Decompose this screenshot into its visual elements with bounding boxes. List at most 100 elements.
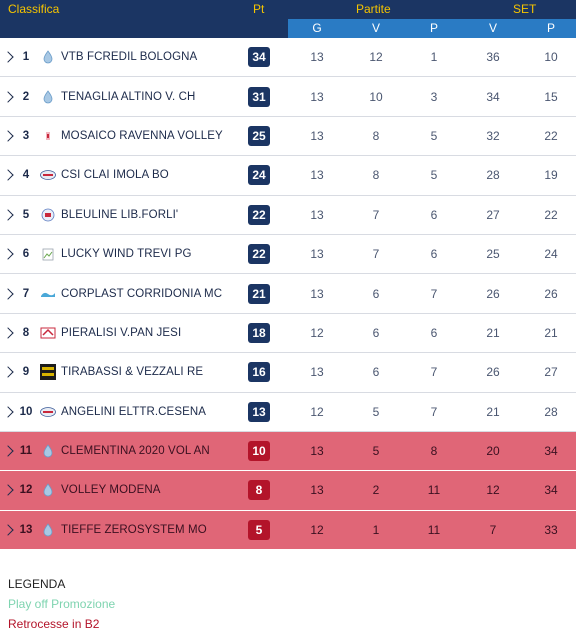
table-row[interactable]: 4 CSI CLAI IMOLA BO 24 13 8 5 28 19 (0, 156, 576, 196)
drop-logo-icon (40, 89, 56, 105)
table-row[interactable]: 1 VTB FCREDIL BOLOGNA 34 13 12 1 36 10 (0, 38, 576, 78)
chevron-right-icon[interactable] (2, 90, 14, 103)
chevron-right-icon[interactable] (2, 524, 14, 536)
sets-lost: 15 (544, 89, 558, 104)
team-name[interactable]: TENAGLIA ALTINO V. CH (61, 90, 196, 103)
table-row[interactable]: 3 MOSAICO RAVENNA VOLLEY 25 13 8 5 32 22 (0, 117, 576, 157)
team-name[interactable]: TIEFFE ZEROSYSTEM MO (61, 523, 207, 536)
games-played: 12 (310, 325, 324, 340)
subheader-p: P (429, 21, 438, 35)
games-lost: 5 (430, 168, 438, 183)
position: 11 (19, 445, 33, 458)
team-name[interactable]: VOLLEY MODENA (61, 484, 161, 497)
chevron-right-icon[interactable] (2, 327, 14, 339)
chevron-right-icon[interactable] (2, 209, 14, 221)
games-won: 6 (372, 286, 380, 301)
table-row[interactable]: 10 ANGELINI ELTTR.CESENA 13 12 5 7 21 28 (0, 393, 576, 432)
chevron-right-icon[interactable] (2, 484, 14, 497)
games-played: 13 (310, 207, 324, 222)
table-row[interactable]: 6 LUCKY WIND TREVI PG 22 13 7 6 25 24 (0, 235, 576, 275)
sets-won: 20 (486, 444, 500, 459)
header-classifica: Classifica (8, 2, 60, 16)
games-lost: 1 (430, 50, 438, 65)
games-played: 13 (310, 444, 324, 459)
table-row[interactable]: 9 TIRABASSI & VEZZALI RE 16 13 6 7 26 27 (0, 353, 576, 393)
games-won: 6 (372, 365, 380, 380)
sets-won: 27 (486, 207, 500, 222)
games-lost: 11 (427, 522, 441, 537)
team-name[interactable]: ANGELINI ELTTR.CESENA (61, 405, 207, 418)
chevron-right-icon[interactable] (2, 445, 14, 457)
team-name[interactable]: BLEULINE LIB.FORLI' (61, 208, 179, 221)
sets-lost: 22 (544, 207, 558, 222)
games-won: 1 (372, 522, 380, 537)
games-won: 5 (372, 444, 380, 459)
sets-won: 25 (486, 247, 500, 262)
team-name[interactable]: VTB FCREDIL BOLOGNA (61, 51, 198, 64)
legend: LEGENDA Play off Promozione Retrocesse i… (8, 574, 115, 629)
table-header: Classifica Pt Partite SET G V P V P (0, 0, 576, 38)
subheader-v: V (371, 21, 380, 35)
points-badge: 22 (248, 244, 270, 265)
games-lost: 7 (430, 404, 438, 419)
team-name[interactable]: CORPLAST CORRIDONIA MC (61, 287, 223, 300)
sets-won: 21 (486, 325, 500, 340)
team-name[interactable]: CLEMENTINA 2020 VOL AN (61, 445, 210, 458)
table-row[interactable]: 12 VOLLEY MODENA 8 13 2 11 12 34 (0, 471, 576, 511)
points-badge: 8 (248, 480, 270, 501)
team-name[interactable]: LUCKY WIND TREVI PG (61, 248, 192, 261)
chevron-right-icon[interactable] (2, 169, 14, 182)
sets-won: 34 (486, 89, 500, 104)
sets-lost: 34 (544, 444, 558, 459)
table-row[interactable]: 5 BLEULINE LIB.FORLI' 22 13 7 6 27 22 (0, 196, 576, 235)
games-lost: 7 (430, 286, 438, 301)
position: 13 (19, 523, 33, 536)
team-name[interactable]: TIRABASSI & VEZZALI RE (61, 366, 204, 379)
drop-logo-icon (40, 49, 56, 65)
table-row[interactable]: 11 CLEMENTINA 2020 VOL AN 10 13 5 8 20 34 (0, 431, 576, 472)
table-row[interactable]: 2 TENAGLIA ALTINO V. CH 31 13 10 3 34 15 (0, 77, 576, 117)
games-played: 12 (310, 404, 324, 419)
drop-logo-icon (40, 522, 56, 538)
sets-lost: 24 (544, 247, 558, 262)
sets-won: 7 (489, 522, 497, 537)
team-name[interactable]: PIERALISI V.PAN JESI (61, 326, 182, 339)
table-row[interactable]: 8 PIERALISI V.PAN JESI 18 12 6 6 21 21 (0, 314, 576, 354)
games-won: 2 (372, 483, 380, 498)
sets-lost: 10 (544, 50, 558, 65)
standings-table: 1 VTB FCREDIL BOLOGNA 34 13 12 1 36 10 2 TENAGLIA… (0, 38, 576, 551)
games-won: 6 (372, 325, 380, 340)
chevron-right-icon[interactable] (2, 51, 14, 63)
chevron-right-icon[interactable] (2, 406, 14, 418)
games-won: 8 (372, 128, 380, 143)
sets-won: 26 (486, 286, 500, 301)
chevron-right-icon[interactable] (2, 366, 14, 378)
points-badge: 13 (248, 401, 270, 422)
sets-won: 36 (486, 50, 500, 65)
table-row[interactable]: 7 CORPLAST CORRIDONIA MC 21 13 6 7 26 26 (0, 274, 576, 314)
sets-lost: 27 (544, 365, 558, 380)
wave-logo-icon (40, 286, 56, 302)
games-lost: 5 (430, 128, 438, 143)
games-lost: 3 (430, 89, 438, 104)
team-name[interactable]: CSI CLAI IMOLA BO (61, 169, 169, 182)
position: 12 (19, 484, 33, 497)
position: 4 (22, 169, 30, 182)
chevron-right-icon[interactable] (2, 287, 14, 300)
table-row[interactable]: 13 TIEFFE ZEROSYSTEM MO 5 12 1 11 7 33 (0, 510, 576, 551)
team-name[interactable]: MOSAICO RAVENNA VOLLEY (61, 129, 223, 142)
legend-relegation: Retrocesse in B2 (8, 617, 100, 629)
chevron-right-icon[interactable] (2, 248, 14, 260)
small-logo-icon (40, 128, 56, 144)
header-set: SET (513, 2, 537, 16)
sets-won: 21 (486, 404, 500, 419)
games-won: 8 (372, 168, 380, 183)
sets-lost: 28 (544, 404, 558, 419)
points-badge: 22 (248, 204, 270, 225)
sets-lost: 19 (544, 168, 558, 183)
drop-logo-icon (40, 482, 56, 498)
chevron-right-icon[interactable] (2, 130, 14, 142)
broken-image-icon (40, 246, 56, 262)
games-lost: 8 (430, 444, 438, 459)
games-played: 13 (310, 168, 324, 183)
